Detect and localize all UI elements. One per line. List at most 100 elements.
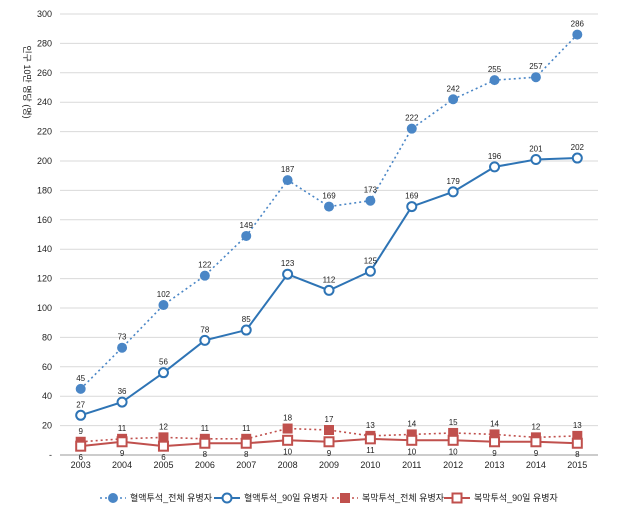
- data-point: [282, 175, 293, 186]
- data-point: [157, 440, 169, 452]
- data-point: [530, 436, 542, 448]
- data-point: [158, 300, 169, 311]
- data-label: 202: [571, 143, 585, 152]
- data-point: [240, 437, 252, 449]
- y-tick-label: 260: [37, 68, 52, 78]
- data-point: [489, 436, 501, 448]
- legend-marker: [340, 493, 350, 503]
- data-label: 122: [198, 261, 212, 270]
- x-tick-label: 2010: [360, 460, 380, 470]
- data-label: 13: [573, 421, 582, 430]
- data-label: 17: [325, 415, 334, 424]
- x-tick-label: 2011: [402, 460, 421, 470]
- data-label: 102: [157, 290, 171, 299]
- y-tick-label: 120: [37, 274, 52, 284]
- data-label: 179: [446, 177, 460, 186]
- data-label: 73: [118, 333, 127, 342]
- y-tick-label: -: [49, 450, 52, 460]
- x-tick-label: 2015: [567, 460, 587, 470]
- data-label: 15: [449, 418, 458, 427]
- y-tick-label: 20: [42, 421, 52, 431]
- y-tick-label: 220: [37, 127, 52, 137]
- legend-item: 복막투석_90일 유병자: [444, 492, 558, 504]
- data-label: 18: [283, 414, 292, 423]
- data-label: 6: [161, 453, 166, 462]
- y-tick-label: 60: [42, 362, 52, 372]
- series-1: [75, 29, 583, 394]
- data-point: [572, 29, 583, 40]
- data-label: 187: [281, 165, 295, 174]
- data-label: 9: [78, 427, 83, 436]
- data-point: [406, 201, 418, 213]
- data-point: [116, 436, 128, 448]
- data-label: 255: [488, 65, 502, 74]
- data-point: [364, 433, 376, 445]
- data-point: [447, 434, 459, 446]
- data-point: [406, 123, 417, 134]
- data-label: 10: [407, 447, 416, 456]
- data-label: 196: [488, 152, 502, 161]
- data-label: 11: [118, 424, 127, 433]
- data-point: [199, 437, 211, 449]
- series-line: [80, 34, 578, 390]
- data-label: 169: [322, 192, 336, 201]
- x-tick-label: 2004: [112, 460, 132, 470]
- x-tick-label: 2012: [443, 460, 463, 470]
- y-tick-label: 100: [37, 303, 52, 313]
- data-label: 8: [575, 450, 580, 459]
- legend-item: 복막투석_전체 유병자: [332, 493, 445, 503]
- data-label: 242: [446, 84, 460, 93]
- data-label: 45: [76, 374, 85, 383]
- y-tick-label: 160: [37, 215, 52, 225]
- data-point: [199, 334, 211, 346]
- data-label: 78: [200, 325, 209, 334]
- data-label: 9: [492, 449, 497, 458]
- data-label: 286: [571, 20, 585, 29]
- data-label: 123: [281, 259, 295, 268]
- data-point: [365, 195, 376, 206]
- data-label: 14: [490, 419, 499, 428]
- data-point: [489, 161, 501, 173]
- data-label: 10: [283, 447, 292, 456]
- y-tick-label: 180: [37, 185, 52, 195]
- x-tick-label: 2008: [278, 460, 298, 470]
- data-point: [158, 432, 169, 443]
- x-tick-label: 2009: [319, 460, 339, 470]
- y-tick-label: 300: [37, 9, 52, 19]
- data-label: 11: [201, 424, 210, 433]
- data-point: [530, 72, 541, 83]
- data-point: [199, 270, 210, 281]
- gridlines: [60, 13, 598, 456]
- data-label: 6: [78, 453, 83, 462]
- data-point: [75, 440, 87, 452]
- legend-label: 복막투석_90일 유병자: [474, 493, 558, 503]
- y-tick-label: 280: [37, 38, 52, 48]
- data-label: 8: [244, 450, 249, 459]
- data-point: [530, 154, 542, 166]
- y-tick-label: 140: [37, 244, 52, 254]
- data-label: 85: [242, 315, 251, 324]
- y-tick-label: 80: [42, 332, 52, 342]
- data-label: 10: [449, 447, 458, 456]
- x-tick-label: 2007: [236, 460, 256, 470]
- data-point: [282, 434, 294, 446]
- y-axis-label: 인구 10만 명당 (명): [22, 45, 32, 118]
- data-point: [571, 437, 583, 449]
- axes: - 20 40 60 80 100 120 140 160 180 200 220 240 260 280 3…: [22, 9, 587, 470]
- data-label: 257: [529, 62, 543, 71]
- data-label: 14: [407, 419, 416, 428]
- data-point: [282, 423, 293, 434]
- x-tick-label: 2013: [485, 460, 505, 470]
- series-4: [75, 433, 583, 452]
- data-point: [489, 75, 500, 86]
- data-label: 201: [529, 145, 543, 154]
- x-tick-label: 2006: [195, 460, 215, 470]
- data-point: [571, 152, 583, 164]
- data-label: 36: [118, 387, 127, 396]
- series-2: [75, 152, 583, 421]
- data-point: [282, 268, 294, 280]
- data-point: [75, 383, 86, 394]
- data-point: [157, 367, 169, 379]
